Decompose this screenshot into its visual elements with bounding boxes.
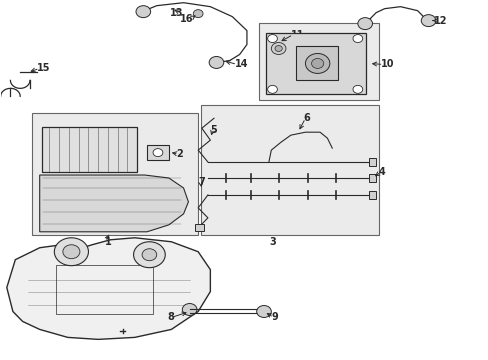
Bar [295,45,338,80]
Circle shape [267,85,277,93]
Circle shape [142,249,157,261]
Bar [56,265,153,315]
Circle shape [352,85,362,93]
Circle shape [274,45,282,51]
Ellipse shape [32,252,120,323]
Bar [368,174,375,182]
Bar [266,32,366,94]
Bar [200,105,378,235]
Circle shape [357,18,372,30]
Bar [368,191,375,199]
Text: 10: 10 [380,59,394,69]
Bar [147,145,168,160]
Text: 12: 12 [432,15,446,26]
Circle shape [136,6,150,18]
Text: 8: 8 [166,312,173,323]
Circle shape [63,245,80,259]
Circle shape [311,58,323,68]
Text: 4: 4 [378,167,385,177]
Bar [32,113,198,235]
Text: 14: 14 [234,59,248,69]
Text: 2: 2 [176,149,183,159]
Text: 16: 16 [180,14,193,24]
Text: 3: 3 [268,237,275,247]
Circle shape [352,35,362,42]
Circle shape [209,57,224,68]
Bar [259,23,378,100]
Ellipse shape [97,258,192,325]
Text: 15: 15 [37,63,51,73]
Text: 11: 11 [290,30,304,40]
Bar [42,127,137,172]
Circle shape [267,35,277,42]
Bar [194,224,204,231]
Circle shape [193,10,203,18]
Circle shape [153,149,163,157]
Circle shape [256,306,271,318]
Polygon shape [7,238,210,339]
Circle shape [420,15,435,27]
Bar [368,158,375,166]
Circle shape [182,303,197,315]
Circle shape [305,54,329,73]
Text: 5: 5 [210,125,217,135]
Text: 13: 13 [170,8,183,18]
Text: 7: 7 [198,177,204,187]
Circle shape [271,42,285,54]
Circle shape [54,238,88,266]
Text: 1: 1 [104,237,111,247]
Text: 6: 6 [303,113,309,123]
Text: 9: 9 [271,312,278,323]
Polygon shape [40,175,188,232]
Circle shape [133,242,165,268]
